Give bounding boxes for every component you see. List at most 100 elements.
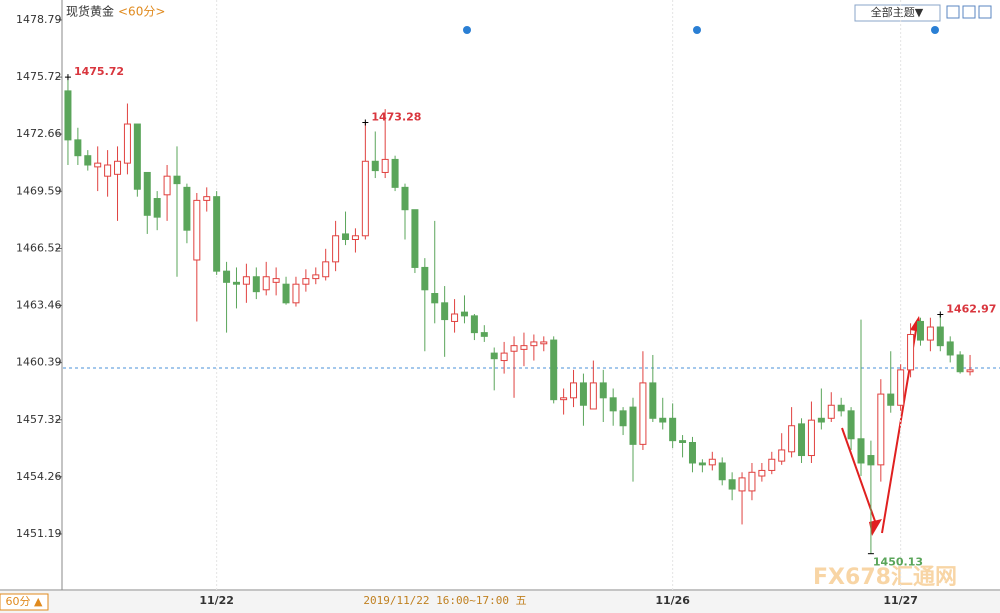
candle-body [183, 186, 191, 231]
candle-body [738, 477, 746, 492]
candle-body [897, 369, 905, 406]
candle-body [460, 311, 468, 317]
candle-body [926, 326, 934, 341]
candle-body [579, 382, 587, 406]
candle-body [520, 345, 528, 350]
y-tick-label: 1466.52 [16, 241, 62, 254]
candle-body [242, 276, 250, 285]
candle-body [361, 160, 369, 237]
candle-body [282, 283, 290, 304]
candle-body [203, 196, 211, 201]
candle-body [550, 339, 558, 401]
candle-body [847, 410, 855, 440]
candle-body [431, 293, 439, 304]
candle-body [153, 198, 161, 218]
candle-body [589, 382, 597, 410]
candle-body [679, 440, 687, 444]
toolbar-icons[interactable] [946, 5, 992, 19]
candle-body [252, 276, 260, 293]
candle-body [570, 382, 578, 399]
candle-body [470, 315, 478, 334]
x-tick-label: 11/27 [883, 594, 918, 607]
candle-body [480, 332, 488, 337]
candle-body [490, 352, 498, 360]
theme-button[interactable] [854, 4, 941, 22]
event-markers [463, 26, 939, 34]
candle-body [302, 278, 310, 285]
footer-bar [0, 591, 1000, 613]
candle-body [807, 419, 815, 457]
y-tick-label: 1460.39 [16, 356, 62, 369]
y-tick-label: 1451.19 [16, 527, 62, 540]
candle-body [659, 417, 667, 423]
chart-title: 现货黄金 [66, 4, 114, 19]
candle-body [421, 266, 429, 291]
candle-body [619, 410, 627, 427]
y-tick-label: 1454.26 [16, 470, 62, 483]
candle-body [74, 139, 82, 157]
candle-body [173, 175, 181, 185]
candle-body [84, 155, 92, 166]
candle-body [916, 320, 924, 341]
candle-body [213, 196, 221, 272]
candle-body [351, 235, 359, 241]
period-button-label[interactable]: 60分 ▲ [6, 595, 43, 608]
candle-body [639, 382, 647, 445]
candle-body [599, 382, 607, 399]
high-marker [937, 311, 944, 318]
candle-body [768, 458, 776, 471]
candle-body [867, 455, 875, 466]
candle-body [451, 313, 459, 322]
candle-body [728, 479, 736, 490]
high-label: 1473.28 [371, 111, 421, 124]
candle-body [114, 160, 122, 175]
cursor-time: 2019/11/22 16:00~17:00 五 [363, 594, 526, 607]
candle-body [778, 449, 786, 462]
high-label: 1462.97 [946, 303, 996, 316]
candle-body [708, 458, 716, 466]
y-tick-label: 1469.59 [16, 184, 62, 197]
candle-body [371, 160, 379, 172]
candle-body [104, 164, 112, 177]
candle-body [817, 417, 825, 423]
period-label: <60分> [118, 5, 165, 19]
candle-body [788, 425, 796, 453]
candle-body [381, 158, 389, 173]
candle-body [698, 462, 706, 466]
candle-body [223, 270, 231, 283]
candle-body [877, 393, 885, 466]
candle-body [94, 162, 102, 168]
y-tick-label: 1478.79 [16, 13, 62, 26]
y-tick-label: 1457.32 [16, 413, 62, 426]
candle-body [262, 276, 270, 291]
candle-body [688, 442, 696, 464]
y-tick-label: 1463.46 [16, 298, 62, 311]
candle-body [956, 354, 964, 373]
candle-body [857, 438, 865, 464]
y-tick-label: 1472.66 [16, 127, 62, 140]
candle-body [312, 274, 320, 280]
candle-body [322, 261, 330, 278]
candle-body [887, 393, 895, 406]
low-label: 1450.13 [873, 556, 923, 569]
candle-body [748, 471, 756, 492]
candle-body [272, 278, 280, 283]
period-button[interactable] [0, 593, 49, 611]
candle-body [292, 283, 300, 304]
candle-body [758, 469, 766, 477]
candle-body [966, 369, 974, 373]
x-tick-label: 11/22 [199, 594, 234, 607]
theme-button-label[interactable]: 全部主题▼ [871, 5, 924, 19]
candle-body [143, 171, 151, 216]
watermark: FX678汇通网 [813, 565, 957, 590]
candle-body [332, 235, 340, 263]
candle-body [530, 341, 538, 347]
candle-body [649, 382, 657, 419]
candle-body [837, 404, 845, 412]
candle-body [500, 352, 508, 362]
candle-body [609, 397, 617, 412]
high-label: 1475.72 [74, 65, 124, 78]
high-marker [64, 74, 71, 81]
